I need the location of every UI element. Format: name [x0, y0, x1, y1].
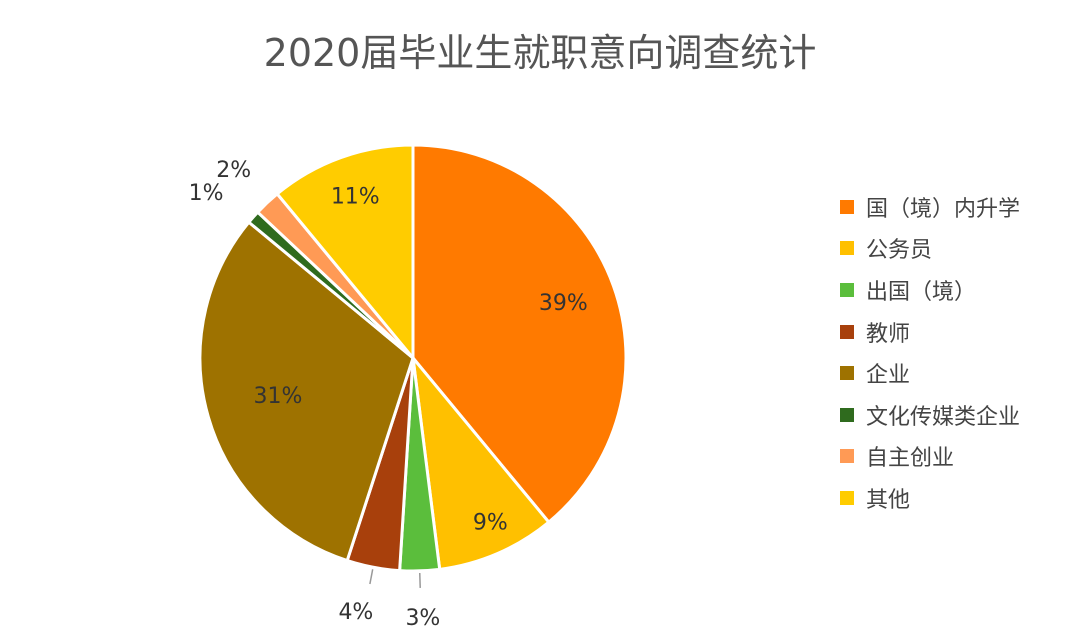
leader-lines — [369, 569, 421, 588]
legend-swatch-1 — [840, 241, 854, 256]
legend-swatch-4 — [840, 366, 854, 381]
slice-label-7: 11% — [331, 185, 380, 210]
legend-label-7: 其他 — [866, 487, 911, 513]
legend-swatch-0 — [840, 199, 854, 214]
pie-slice-0 — [411, 143, 628, 525]
pie-slice-4 — [198, 220, 415, 563]
legend-item-7: 其他 — [840, 477, 1020, 519]
chart-title: 2020届毕业生就职意向调查统计 — [263, 31, 817, 75]
slice-label-2: 3% — [405, 606, 440, 631]
pie-slices — [198, 143, 628, 573]
slice-label-4: 31% — [254, 384, 303, 409]
slice-label-0: 39% — [539, 291, 588, 316]
legend-label-5: 文化传媒类企业 — [866, 404, 1021, 430]
legend-label-2: 出国（境） — [866, 279, 977, 305]
legend-item-4: 企业 — [840, 352, 1020, 394]
slice-label-5: 1% — [189, 181, 224, 206]
pie-slice-7 — [275, 143, 415, 363]
slice-labels: 39% 9% 3% 4% 31% 1%2% 11% — [189, 158, 588, 631]
legend-item-0: 国（境）内升学 — [840, 186, 1020, 228]
legend-item-3: 教师 — [840, 311, 1020, 353]
legend-swatch-5 — [840, 407, 854, 422]
legend: 国（境）内升学 公务员出国（境） 教师企业文化传媒类企业 自主创业其他 — [840, 186, 1020, 519]
legend-item-2: 出国（境） — [840, 269, 1020, 311]
legend-item-6: 自主创业 — [840, 436, 1020, 478]
slice-label-3: 4% — [338, 600, 373, 625]
legend-label-3: 教师 — [866, 321, 911, 347]
legend-label-6: 自主创业 — [866, 446, 955, 472]
legend-swatch-3 — [840, 324, 854, 339]
legend-swatch-7 — [840, 490, 854, 505]
leader-line-3 — [369, 569, 374, 585]
legend-label-4: 企业 — [866, 363, 911, 389]
legend-swatch-6 — [840, 449, 854, 464]
legend-item-5: 文化传媒类企业 — [840, 394, 1020, 436]
pie-slice-1 — [410, 353, 551, 571]
legend-label-1: 公务员 — [866, 238, 933, 264]
slice-label-1: 9% — [473, 510, 508, 535]
legend-swatch-2 — [840, 282, 854, 297]
legend-item-1: 公务员 — [840, 228, 1020, 270]
slice-label-6: 2% — [216, 158, 251, 183]
legend-label-0: 国（境）内升学 — [866, 196, 1021, 222]
